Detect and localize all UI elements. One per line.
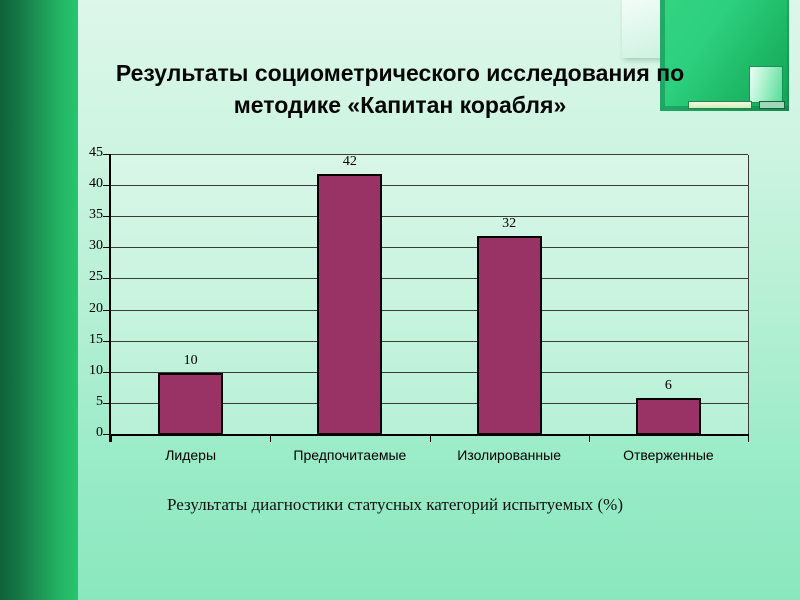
y-axis-label: 20 <box>89 300 103 316</box>
y-axis-label: 10 <box>89 362 103 378</box>
bar <box>635 397 701 435</box>
category-label: Лидеры <box>165 447 217 463</box>
category-label: Изолированные <box>457 447 561 463</box>
y-axis-tick <box>103 154 111 155</box>
gridline <box>111 340 748 342</box>
y-axis-label: 45 <box>89 145 103 160</box>
gridline <box>111 309 748 311</box>
decorative-square-green <box>660 0 789 111</box>
bar <box>476 235 542 435</box>
gridline <box>111 278 748 280</box>
gridline <box>111 185 748 187</box>
decorative-highlight-streak <box>688 101 752 109</box>
gridline <box>111 371 748 373</box>
bar-value-label: 6 <box>664 377 672 393</box>
decorative-highlight-streak-2 <box>759 101 785 109</box>
x-axis <box>109 434 749 436</box>
y-axis-tick <box>103 340 111 342</box>
y-axis-label: 40 <box>89 176 103 192</box>
bar-value-label: 42 <box>342 153 357 169</box>
y-axis-tick <box>103 247 111 249</box>
x-axis-tick <box>270 435 272 442</box>
y-axis-tick <box>103 371 111 373</box>
category-label: Отверженные <box>623 447 714 463</box>
plot-right-border <box>748 155 749 442</box>
slide-title-line1: Результаты социометрического исследовани… <box>115 60 685 86</box>
y-axis-label: 30 <box>89 238 103 254</box>
gridline <box>111 402 748 404</box>
slide-title-line2: методике «Капитан корабля» <box>233 92 567 118</box>
y-axis-tick <box>103 402 111 404</box>
y-axis-tick <box>103 216 111 218</box>
gridline <box>111 216 748 218</box>
bar <box>317 173 383 435</box>
x-axis-tick <box>111 435 112 442</box>
y-axis-label: 5 <box>96 393 103 409</box>
bar-value-label: 32 <box>502 215 517 231</box>
left-gradient-band <box>0 0 78 600</box>
category-label: Предпочитаемые <box>293 447 407 463</box>
x-axis-tick <box>748 435 749 442</box>
y-axis-label: 35 <box>89 207 103 223</box>
y-axis-tick <box>103 278 111 280</box>
y-axis-label: 25 <box>89 269 103 285</box>
slide-title: Результаты социометрического исследовани… <box>0 57 800 121</box>
bar-value-label: 10 <box>183 352 198 368</box>
y-axis <box>109 154 111 442</box>
bar <box>158 372 224 435</box>
y-axis-tick <box>103 185 111 187</box>
gridline <box>111 247 748 249</box>
gridline <box>111 154 748 155</box>
chart-caption: Результаты диагностики статусных категор… <box>167 495 623 514</box>
y-axis-tick <box>103 434 111 435</box>
x-axis-tick <box>429 435 431 442</box>
y-axis-tick <box>103 309 111 311</box>
y-axis-label: 0 <box>96 425 103 440</box>
y-axis-label: 15 <box>89 331 103 347</box>
x-axis-tick <box>588 435 590 442</box>
